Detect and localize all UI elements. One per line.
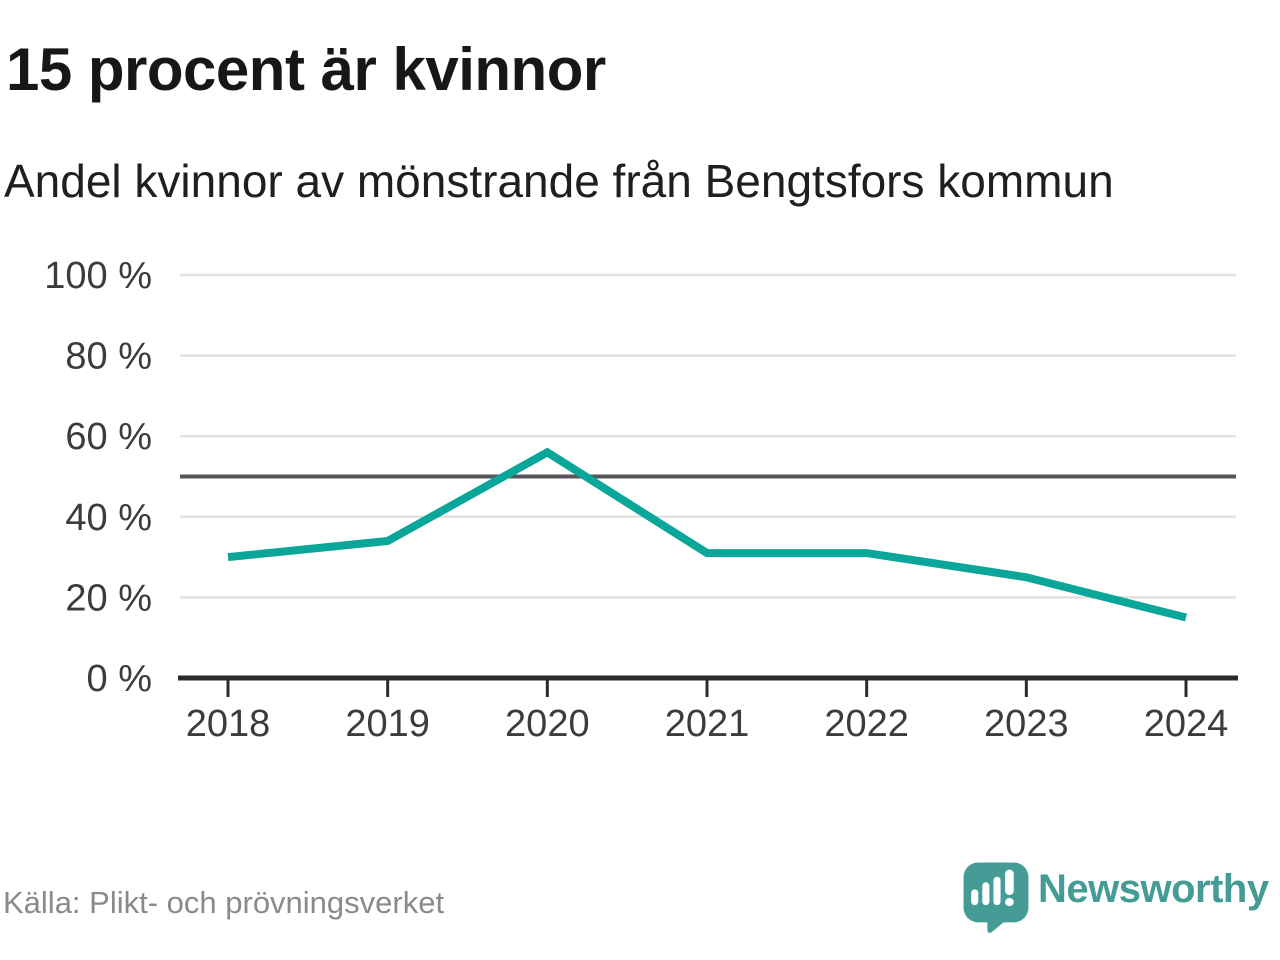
x-tick-label-2018: 2018	[186, 703, 271, 745]
logo-exclamation-dot	[1005, 898, 1014, 907]
y-tick-label-60: 60 %	[65, 416, 152, 458]
logo-exclamation-bar	[1005, 869, 1014, 895]
newsworthy-logo-icon	[963, 862, 1029, 933]
y-tick-label-40: 40 %	[65, 497, 152, 539]
logo-bar-medium	[982, 882, 990, 906]
data-line-0	[227, 447, 1187, 622]
line-chart: 0 % 20 % 40 % 60 % 80 % 100 % 2018 2019 2020 2021…	[44, 255, 1238, 745]
x-tick-label-2020: 2020	[505, 703, 590, 745]
newsworthy-branding: Newsworthy	[963, 862, 1269, 933]
logo-bar-small	[971, 889, 979, 906]
chart-title: 15 procent är kvinnor	[6, 36, 606, 103]
chart-subtitle: Andel kvinnor av mönstrande från Bengtsf…	[4, 155, 1114, 207]
source-note: Källa: Plikt- och prövningsverket	[3, 885, 445, 920]
y-tick-label-100: 100 %	[44, 255, 152, 297]
x-tick-label-2023: 2023	[984, 703, 1069, 745]
x-tick-label-2022: 2022	[824, 703, 909, 745]
y-tick-label-0: 0 %	[87, 658, 152, 700]
x-tick-label-2024: 2024	[1144, 703, 1229, 745]
y-tick-label-80: 80 %	[65, 336, 152, 378]
x-tick-label-2021: 2021	[665, 703, 750, 745]
y-tick-label-20: 20 %	[65, 577, 152, 619]
x-tick-label-2019: 2019	[345, 703, 430, 745]
logo-bar-tall	[993, 876, 1001, 906]
brand-name: Newsworthy	[1038, 867, 1269, 911]
